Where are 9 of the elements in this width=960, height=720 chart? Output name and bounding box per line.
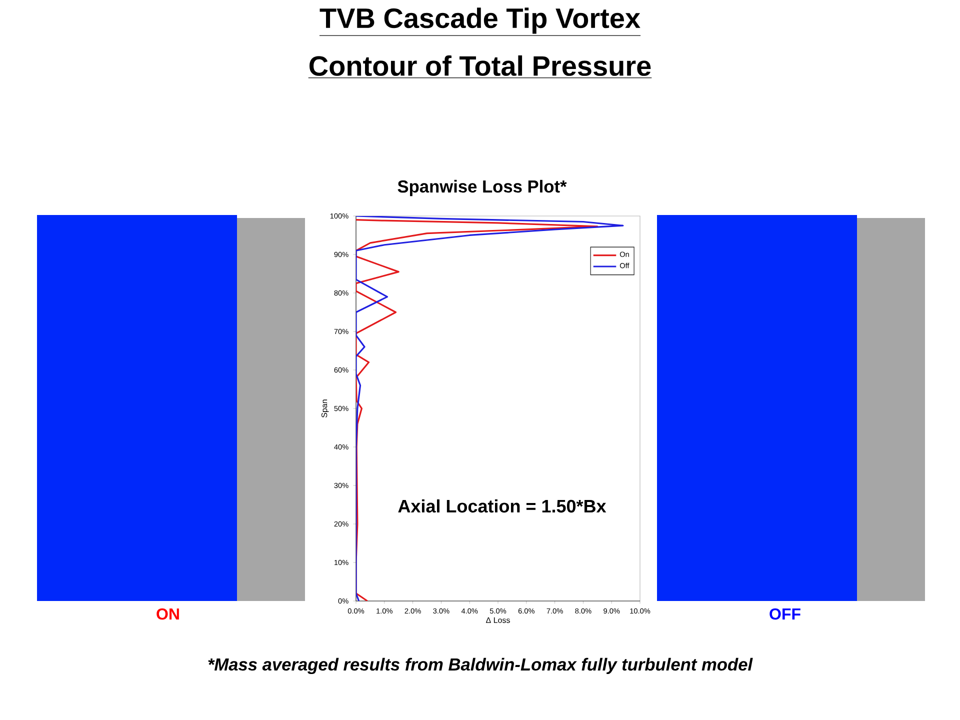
x-axis-title: Δ Loss (486, 617, 510, 623)
y-axis-title: Span (321, 400, 329, 418)
text: TVB Cascade Tip Vortex (320, 8, 640, 34)
text: Contour of Total Pressure (310, 55, 651, 76)
text: *Mass averaged results from Baldwin-Lomax fully turbulent model (208, 658, 753, 674)
chart-title: Spanwise Loss Plot* (398, 180, 567, 196)
annotation: Axial Location = 1.50*Bx (398, 499, 606, 513)
text: ON (156, 608, 179, 620)
text: OFF (770, 608, 800, 620)
